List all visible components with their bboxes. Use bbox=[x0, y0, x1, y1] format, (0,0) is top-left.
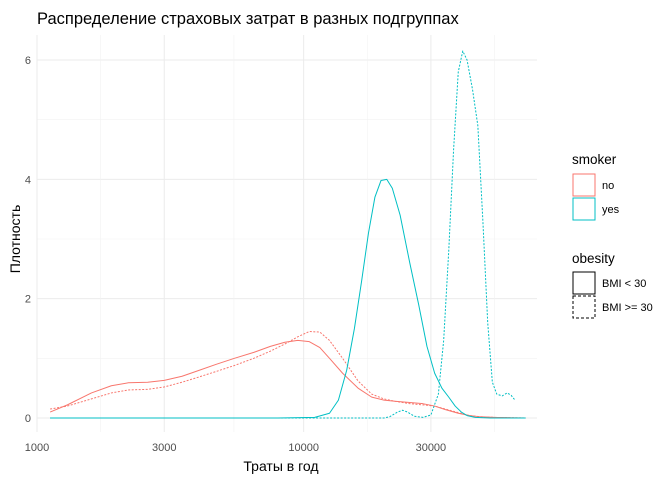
legend-key-bmi-under-30 bbox=[572, 271, 596, 295]
y-tick-label: 0 bbox=[25, 413, 31, 425]
y-axis-ticks: 0 2 4 6 bbox=[25, 55, 31, 425]
x-axis-ticks: 1000 3000 10000 30000 bbox=[25, 442, 446, 454]
legend-key-bmi-30-plus bbox=[572, 295, 596, 319]
y-tick-label: 6 bbox=[25, 55, 31, 67]
y-axis-title: Плотность bbox=[7, 205, 23, 274]
x-tick-label: 3000 bbox=[152, 442, 176, 454]
legend-label-bmi-under-30: BMI < 30 bbox=[602, 278, 646, 290]
y-tick-label: 2 bbox=[25, 294, 31, 306]
legend-title-obesity: obesity bbox=[572, 251, 615, 266]
legend-key-smoker-yes bbox=[572, 197, 596, 221]
x-tick-label: 10000 bbox=[288, 442, 319, 454]
chart-title: Распределение страховых затрат в разных … bbox=[37, 10, 459, 28]
grid-lines bbox=[36, 35, 537, 432]
x-tick-label: 30000 bbox=[416, 442, 447, 454]
density-line-yes-bmi-30-plus bbox=[50, 50, 516, 419]
legend-label-smoker-yes: yes bbox=[602, 204, 620, 216]
legend: smoker no yes obesity BMI < 30 BMI >= 30 bbox=[572, 152, 653, 319]
x-tick-label: 1000 bbox=[25, 442, 49, 454]
density-line-yes-bmi-under-30 bbox=[50, 178, 526, 419]
legend-label-bmi-30-plus: BMI >= 30 bbox=[602, 302, 653, 314]
legend-label-smoker-no: no bbox=[602, 180, 614, 192]
legend-title-smoker: smoker bbox=[572, 152, 617, 167]
density-line-no-bmi-under-30 bbox=[49, 339, 526, 419]
legend-key-smoker-no bbox=[572, 173, 596, 197]
x-axis-title: Траты в год bbox=[243, 458, 318, 474]
density-lines bbox=[49, 50, 526, 419]
y-tick-label: 4 bbox=[25, 174, 31, 186]
density-line-no-bmi-30-plus bbox=[50, 330, 526, 419]
